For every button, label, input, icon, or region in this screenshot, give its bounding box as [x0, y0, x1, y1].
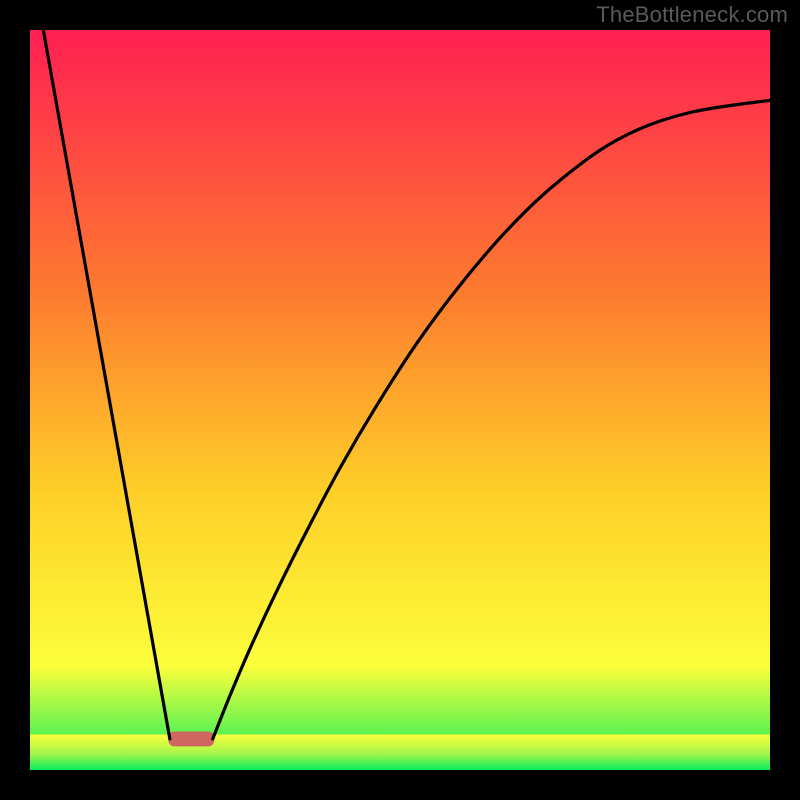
gradient-background [30, 30, 770, 770]
vertex-marker [168, 732, 214, 747]
chart-container: TheBottleneck.com [0, 0, 800, 800]
bottom-band [30, 734, 770, 770]
watermark-text: TheBottleneck.com [596, 2, 788, 28]
chart-svg [0, 0, 800, 800]
plot-group [30, 30, 770, 770]
